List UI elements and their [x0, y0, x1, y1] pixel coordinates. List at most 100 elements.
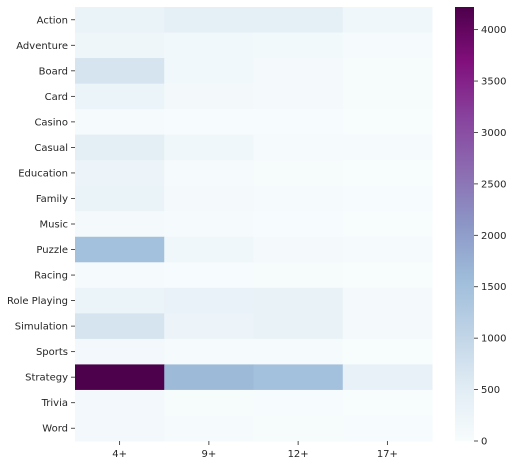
heatmap-cell: [75, 160, 165, 187]
heatmap-cell: [342, 185, 433, 212]
heatmap-cell: [342, 389, 433, 416]
y-tick-label: Casual: [34, 143, 68, 154]
heatmap-cell: [164, 134, 254, 161]
colorbar-ticks: 0 500 1000 1500 2000 2500 3000 3500 4000: [474, 25, 506, 448]
heatmap-cell: [342, 32, 433, 59]
heatmap-cell: [164, 109, 254, 136]
heatmap-cell: [164, 83, 254, 110]
heatmap-cell: [164, 313, 254, 340]
x-tick-label: 9+: [202, 449, 217, 460]
heatmap-cell: [342, 109, 433, 136]
heatmap-cell: [164, 58, 254, 85]
heatmap-cell: [253, 185, 344, 212]
heatmap-cell: [253, 7, 344, 34]
heatmap-cell: [253, 32, 344, 59]
heatmap-cell: [164, 338, 254, 365]
heatmap-cell: [253, 364, 344, 391]
heatmap-cell: [164, 32, 254, 59]
heatmap-cell: [164, 236, 254, 263]
y-tick-labels: Action Adventure Board Card Casino Casual Educ…: [7, 15, 75, 435]
heatmap-cell: [75, 58, 165, 85]
y-tick-label: Action: [37, 15, 68, 26]
heatmap-cell: [75, 211, 165, 238]
colorbar-tick-label: 3500: [481, 77, 506, 88]
heatmap-cell: [75, 236, 165, 263]
heatmap-cell: [75, 313, 165, 340]
y-tick-label: Family: [36, 194, 68, 205]
heatmap-cell: [75, 415, 165, 442]
heatmap-cell: [75, 32, 165, 59]
heatmap-cell: [342, 211, 433, 238]
heatmap-cell: [342, 338, 433, 365]
heatmap-cell: [253, 287, 344, 314]
heatmap-cell: [164, 287, 254, 314]
heatmap-cell: [75, 83, 165, 110]
y-tick-label: Trivia: [41, 398, 68, 409]
heatmap-cell: [75, 134, 165, 161]
colorbar-tick-label: 2000: [481, 231, 506, 242]
heatmap-cell: [253, 83, 344, 110]
y-tick-label: Adventure: [16, 41, 68, 52]
heatmap-cell: [342, 262, 433, 289]
heatmap-cells: [75, 7, 433, 442]
heatmap-cell: [253, 338, 344, 365]
heatmap-cell: [342, 160, 433, 187]
heatmap-cell: [253, 58, 344, 85]
heatmap-cell: [342, 313, 433, 340]
heatmap-cell: [75, 389, 165, 416]
heatmap-cell: [342, 58, 433, 85]
colorbar-tick-label: 3000: [481, 128, 506, 139]
heatmap-cell: [75, 185, 165, 212]
heatmap-cell: [253, 389, 344, 416]
y-tick-label: Role Playing: [7, 296, 68, 307]
heatmap-cell: [253, 415, 344, 442]
heatmap-cell: [75, 338, 165, 365]
heatmap-cell: [164, 185, 254, 212]
heatmap-cell: [164, 211, 254, 238]
heatmap-cell: [253, 236, 344, 263]
y-tick-label: Strategy: [25, 373, 68, 384]
y-tick-label: Music: [40, 220, 68, 231]
heatmap-cell: [342, 83, 433, 110]
heatmap-cell: [75, 7, 165, 34]
heatmap-cell: [253, 109, 344, 136]
x-tick-label: 4+: [112, 449, 127, 460]
y-tick-label: Casino: [34, 117, 68, 128]
heatmap-cell: [164, 389, 254, 416]
heatmap-cell: [342, 287, 433, 314]
x-tick-label: 17+: [377, 449, 398, 460]
colorbar-tick-label: 1000: [481, 334, 506, 345]
heatmap-cell: [253, 160, 344, 187]
y-tick-label: Simulation: [15, 322, 68, 333]
heatmap-cell: [164, 415, 254, 442]
heatmap-cell: [342, 415, 433, 442]
heatmap-cell: [164, 7, 254, 34]
y-tick-label: Word: [42, 424, 68, 435]
colorbar: [455, 7, 474, 441]
heatmap-cell: [342, 236, 433, 263]
y-tick-label: Racing: [34, 271, 68, 282]
colorbar-tick-label: 4000: [481, 25, 506, 36]
y-tick-label: Board: [39, 66, 68, 77]
colorbar-tick-label: 1500: [481, 282, 506, 293]
heatmap-cell: [164, 364, 254, 391]
heatmap-cell: [75, 109, 165, 136]
colorbar-tick-label: 2500: [481, 179, 506, 190]
heatmap-cell: [75, 262, 165, 289]
colorbar-tick-label: 0: [481, 437, 487, 448]
y-tick-label: Education: [18, 168, 68, 179]
heatmap-cell: [342, 364, 433, 391]
heatmap-cell: [164, 262, 254, 289]
heatmap-cell: [253, 134, 344, 161]
heatmap-cell: [253, 262, 344, 289]
colorbar-tick-label: 500: [481, 385, 500, 396]
y-tick-label: Puzzle: [36, 245, 68, 256]
x-tick-label: 12+: [288, 449, 309, 460]
heatmap-cell: [342, 7, 433, 34]
x-tick-labels: 4+ 9+ 12+ 17+: [112, 441, 398, 460]
heatmap-cell: [75, 287, 165, 314]
y-tick-label: Card: [45, 92, 68, 103]
heatmap-cell: [75, 364, 165, 391]
y-tick-label: Sports: [36, 347, 68, 358]
